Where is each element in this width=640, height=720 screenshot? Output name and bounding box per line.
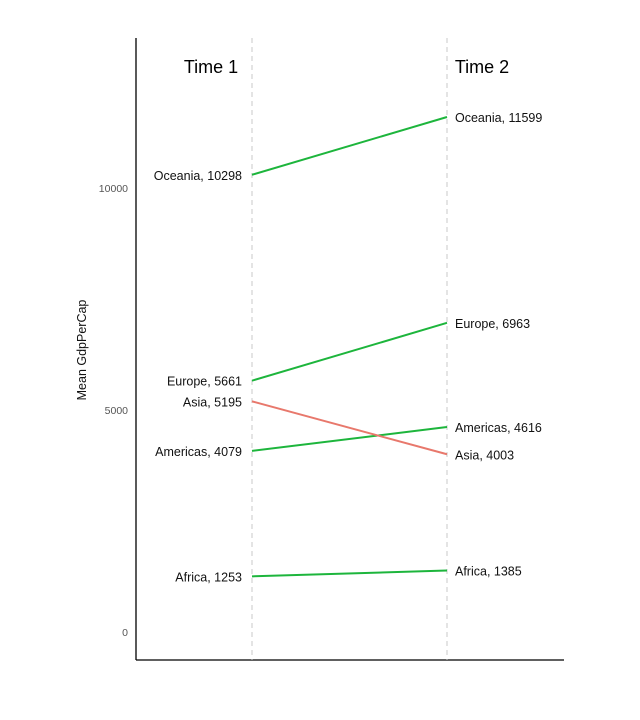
time2-header: Time 2 <box>455 57 509 77</box>
y-tick-label: 10000 <box>99 183 128 195</box>
time1-header: Time 1 <box>184 57 238 77</box>
y-tick-label: 5000 <box>105 405 129 417</box>
time2-label-europe: Europe, 6963 <box>455 317 530 331</box>
time2-label-oceania: Oceania, 11599 <box>455 111 542 125</box>
slope-line-africa <box>251 569 448 578</box>
slope-line-americas <box>251 426 448 452</box>
slope-line-oceania <box>251 116 448 176</box>
time1-label-oceania: Oceania, 10298 <box>154 169 242 183</box>
time1-label-americas: Americas, 4079 <box>155 445 242 459</box>
time1-label-africa: Africa, 1253 <box>175 570 242 584</box>
slope-line-europe <box>251 321 448 382</box>
time2-label-asia: Asia, 4003 <box>455 448 514 462</box>
y-axis-label: Mean GdpPerCap <box>75 300 89 401</box>
slope-line-asia <box>251 400 448 456</box>
time1-label-asia: Asia, 5195 <box>183 395 242 409</box>
time1-label-europe: Europe, 5661 <box>167 375 242 389</box>
time2-label-africa: Africa, 1385 <box>455 565 522 579</box>
y-tick-label: 0 <box>122 627 128 639</box>
time2-label-americas: Americas, 4616 <box>455 421 542 435</box>
